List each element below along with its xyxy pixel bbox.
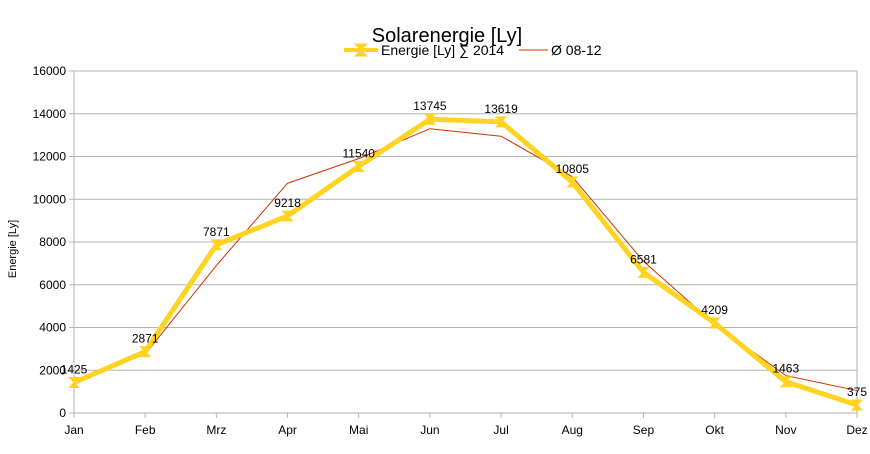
x-tick-label: Jul [493, 423, 508, 437]
x-tick-label: Sep [633, 423, 655, 437]
data-point-2014 [352, 160, 365, 172]
data-label-2014: 10805 [556, 162, 590, 176]
y-tick-label: 12000 [33, 150, 67, 164]
y-tick-label: 14000 [33, 107, 67, 121]
data-point-2014 [423, 113, 437, 125]
data-label-2014: 1463 [772, 362, 799, 376]
series-line-average [73, 128, 858, 392]
legend-label-series-1: Energie [Ly] ∑ 2014 [381, 42, 504, 58]
y-tick-label: 8000 [39, 235, 66, 249]
data-point-2014 [67, 377, 81, 389]
data-labels: 1425 2871 7871 9218 11540 13745 13619 10805 6581… [61, 99, 868, 399]
y-tick-label: 16000 [33, 64, 67, 78]
y-tick-label: 0 [59, 406, 66, 420]
y-tick-label: 4000 [39, 321, 66, 335]
data-label-2014: 2871 [132, 332, 159, 346]
data-label-2014: 4209 [701, 303, 728, 317]
data-label-2014: 9218 [274, 196, 301, 210]
series-markers [67, 113, 864, 411]
data-point-2014 [637, 266, 650, 278]
legend: Energie [Ly] ∑ 2014 Ø 08-12 [344, 42, 602, 58]
data-point-2014 [210, 239, 223, 251]
x-tick-label: Mrz [206, 423, 226, 437]
data-label-2014: 375 [847, 385, 867, 399]
x-tick-label: Aug [562, 423, 583, 437]
x-tick-label: Dez [846, 423, 867, 437]
x-tick-label: Jan [64, 423, 83, 437]
data-point-2014 [708, 317, 721, 329]
x-tick-label: Nov [775, 423, 796, 437]
data-label-2014: 13619 [484, 102, 518, 116]
y-axis-title: Energie [Ly] [7, 220, 19, 278]
legend-label-series-2: Ø 08-12 [551, 42, 602, 58]
x-axis-ticks: Jan Feb Mrz Apr Mai Jun Jul Aug Sep Okt Nov Dez [64, 413, 868, 437]
data-label-2014: 11540 [342, 146, 375, 160]
x-tick-label: Mai [349, 423, 368, 437]
legend-marker-series-1 [353, 43, 369, 57]
y-axis-ticks: 0 2000 4000 6000 8000 10000 12000 14000 16000 [33, 64, 74, 420]
series-line-2014 [73, 116, 858, 408]
y-tick-label: 10000 [33, 192, 67, 206]
x-tick-label: Feb [135, 423, 156, 437]
gridlines [74, 70, 857, 414]
y-tick-label: 2000 [39, 363, 66, 377]
data-point-2014 [138, 346, 152, 358]
x-tick-label: Apr [278, 423, 297, 437]
y-tick-label: 6000 [39, 278, 66, 292]
x-tick-label: Okt [705, 423, 724, 437]
data-label-2014: 6581 [630, 252, 657, 266]
data-point-2014 [494, 116, 508, 128]
data-point-2014 [850, 399, 864, 411]
data-point-2014 [281, 210, 294, 222]
data-label-2014: 13745 [413, 99, 447, 113]
x-tick-label: Jun [420, 423, 439, 437]
series-lines [73, 116, 858, 408]
data-label-2014: 1425 [61, 363, 88, 377]
chart-title: Solarenergie [Ly] [372, 25, 522, 47]
data-point-2014 [566, 176, 579, 188]
data-point-2014 [779, 376, 793, 388]
data-label-2014: 7871 [203, 225, 230, 239]
